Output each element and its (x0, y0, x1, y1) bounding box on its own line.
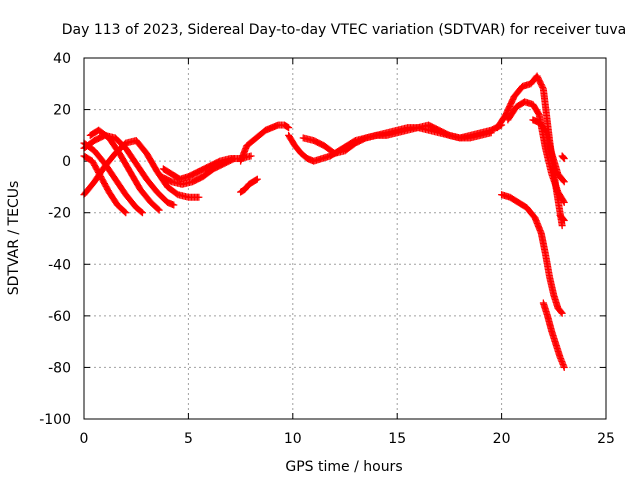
trace-segment (384, 127, 400, 136)
data-point (122, 209, 130, 217)
y-tick-label: -60 (48, 309, 71, 325)
trace-segment (127, 169, 144, 192)
x-tick-label: 10 (284, 431, 302, 447)
x-axis-label: GPS time / hours (285, 459, 402, 475)
grid (84, 58, 606, 419)
x-tick-label: 25 (597, 431, 615, 447)
trace-segment (161, 166, 175, 177)
series-arc-16 (539, 299, 568, 371)
data-point (560, 178, 568, 186)
trace-segment (116, 151, 133, 174)
chart-title: Day 113 of 2023, Sidereal Day-to-day VTE… (62, 22, 626, 38)
series-arc-9 (237, 121, 293, 165)
data-point (247, 152, 255, 160)
trace-segment (532, 215, 545, 236)
trace-segment (534, 73, 547, 92)
data-point (558, 309, 566, 317)
data-point (560, 155, 568, 163)
series-arc-13 (504, 98, 568, 206)
trace-segment (559, 153, 568, 162)
data-point (230, 155, 238, 163)
data-point (558, 222, 566, 230)
trace-segment (154, 189, 170, 205)
trace-segment (144, 176, 160, 195)
data-series (80, 72, 568, 371)
series-arc-18 (558, 152, 568, 163)
trace-segment (426, 122, 442, 134)
trace-segment (538, 231, 549, 256)
data-point (195, 193, 203, 201)
series-arc-12 (493, 72, 566, 230)
ticks (83, 57, 607, 420)
trace-segment (81, 153, 95, 164)
trace-segment (106, 189, 121, 208)
y-axis-label: SDTVAR / TECUs (6, 181, 22, 296)
trace-segment (353, 135, 369, 146)
y-tick-label: -100 (39, 412, 71, 428)
trace-segment (548, 172, 561, 195)
trace-segment (305, 155, 316, 165)
data-point (155, 206, 163, 214)
trace-segment (91, 164, 108, 184)
trace-segment (321, 143, 337, 157)
series-arc-8 (237, 175, 261, 196)
trace-segment (546, 275, 557, 298)
trace-segment (165, 184, 181, 198)
y-tick-label: -80 (48, 360, 71, 376)
x-tick-label: 5 (184, 431, 193, 447)
trace-segment (112, 176, 129, 197)
trace-segment (548, 151, 562, 177)
data-point (138, 209, 146, 217)
trace-segment (87, 127, 101, 139)
y-tick-label: -40 (48, 257, 71, 273)
series-arc-15 (498, 191, 566, 317)
x-tick-label: 0 (80, 431, 89, 447)
trace-segment (190, 173, 206, 185)
plot-border (83, 57, 607, 420)
y-tick-label: 40 (53, 51, 71, 67)
y-tick-label: 20 (53, 103, 71, 119)
tick-labels: 0 5 10 15 20 25 -100 -80 -60 -40 -20 0 20 40 (39, 51, 615, 447)
data-point (285, 124, 293, 132)
trace-segment (544, 313, 555, 334)
trace-segment (133, 138, 150, 156)
series-arc-11 (299, 121, 506, 157)
series-arc-7 (157, 155, 238, 188)
y-tick-label: -20 (48, 206, 71, 222)
trace-segment (97, 174, 112, 195)
series-arc-4 (80, 131, 178, 209)
series-arc-14 (529, 116, 568, 186)
data-point (560, 216, 568, 224)
data-point (170, 201, 178, 209)
x-tick-label: 15 (388, 431, 406, 447)
y-tick-label: 0 (62, 154, 71, 170)
trace-segment (342, 140, 358, 154)
trace-segment (186, 168, 202, 180)
x-tick-label: 20 (493, 431, 511, 447)
data-point (560, 363, 568, 371)
trace-segment (468, 129, 483, 139)
trace-segment (542, 252, 553, 280)
series-arc-17 (556, 211, 568, 224)
trace-segment (114, 202, 129, 216)
trace-segment (112, 140, 129, 156)
trace-segment (555, 189, 567, 205)
data-point (560, 198, 568, 206)
data-point (253, 175, 261, 183)
